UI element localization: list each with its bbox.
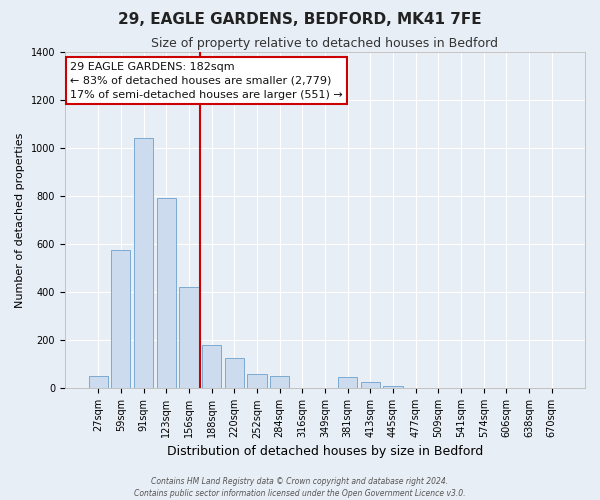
Title: Size of property relative to detached houses in Bedford: Size of property relative to detached ho…: [151, 38, 499, 51]
Text: 29 EAGLE GARDENS: 182sqm
← 83% of detached houses are smaller (2,779)
17% of sem: 29 EAGLE GARDENS: 182sqm ← 83% of detach…: [70, 62, 343, 100]
Bar: [383, 386, 403, 388]
Bar: [111, 250, 130, 388]
Text: 29, EAGLE GARDENS, BEDFORD, MK41 7FE: 29, EAGLE GARDENS, BEDFORD, MK41 7FE: [118, 12, 482, 28]
Bar: [338, 377, 357, 388]
Bar: [89, 376, 108, 388]
Bar: [361, 382, 380, 388]
Bar: [224, 358, 244, 388]
Text: Contains HM Land Registry data © Crown copyright and database right 2024.
Contai: Contains HM Land Registry data © Crown c…: [134, 476, 466, 498]
Bar: [179, 288, 199, 388]
Y-axis label: Number of detached properties: Number of detached properties: [15, 132, 25, 308]
X-axis label: Distribution of detached houses by size in Bedford: Distribution of detached houses by size …: [167, 444, 483, 458]
Bar: [247, 374, 266, 388]
Bar: [202, 345, 221, 389]
Bar: [270, 376, 289, 388]
Bar: [134, 138, 153, 388]
Bar: [157, 198, 176, 388]
